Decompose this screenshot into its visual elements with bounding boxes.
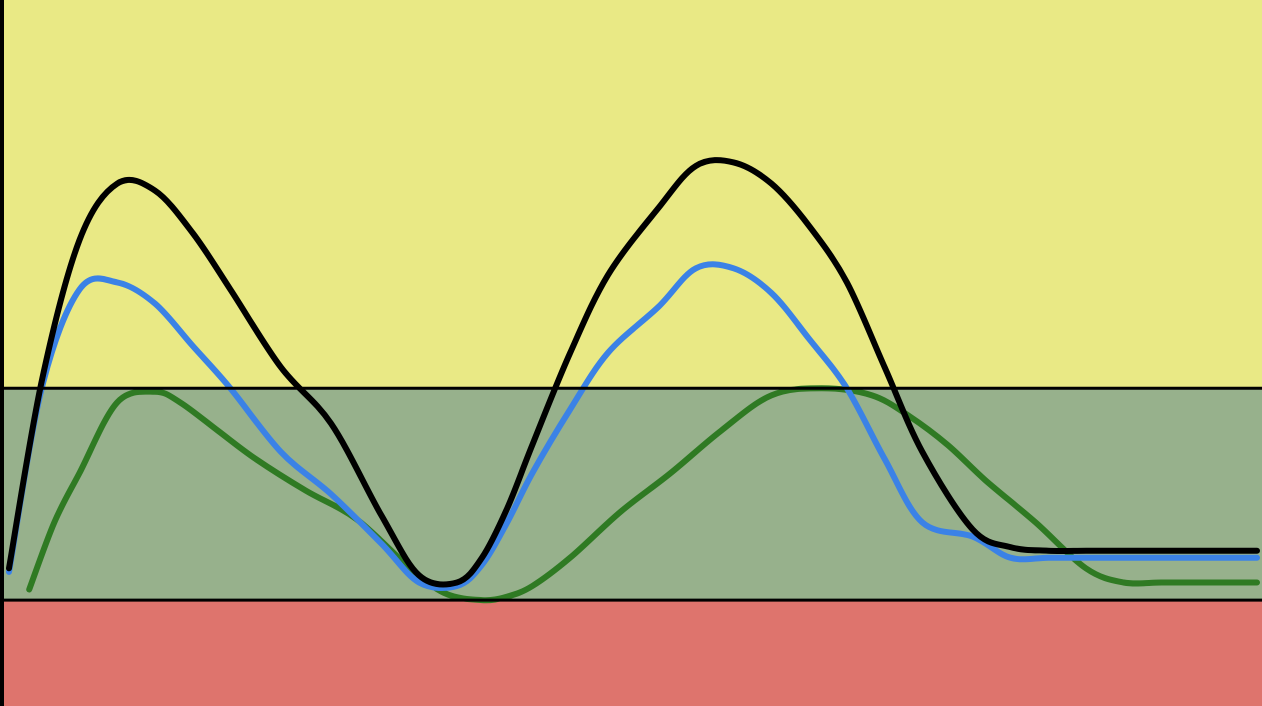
middle-band — [0, 388, 1262, 601]
series-line-1 — [6, 157, 1260, 588]
series-layer — [6, 157, 1260, 604]
series-line-3 — [26, 385, 1260, 604]
series-line-2 — [6, 261, 1260, 592]
upper-band — [0, 0, 1262, 389]
lower-band — [0, 600, 1262, 706]
